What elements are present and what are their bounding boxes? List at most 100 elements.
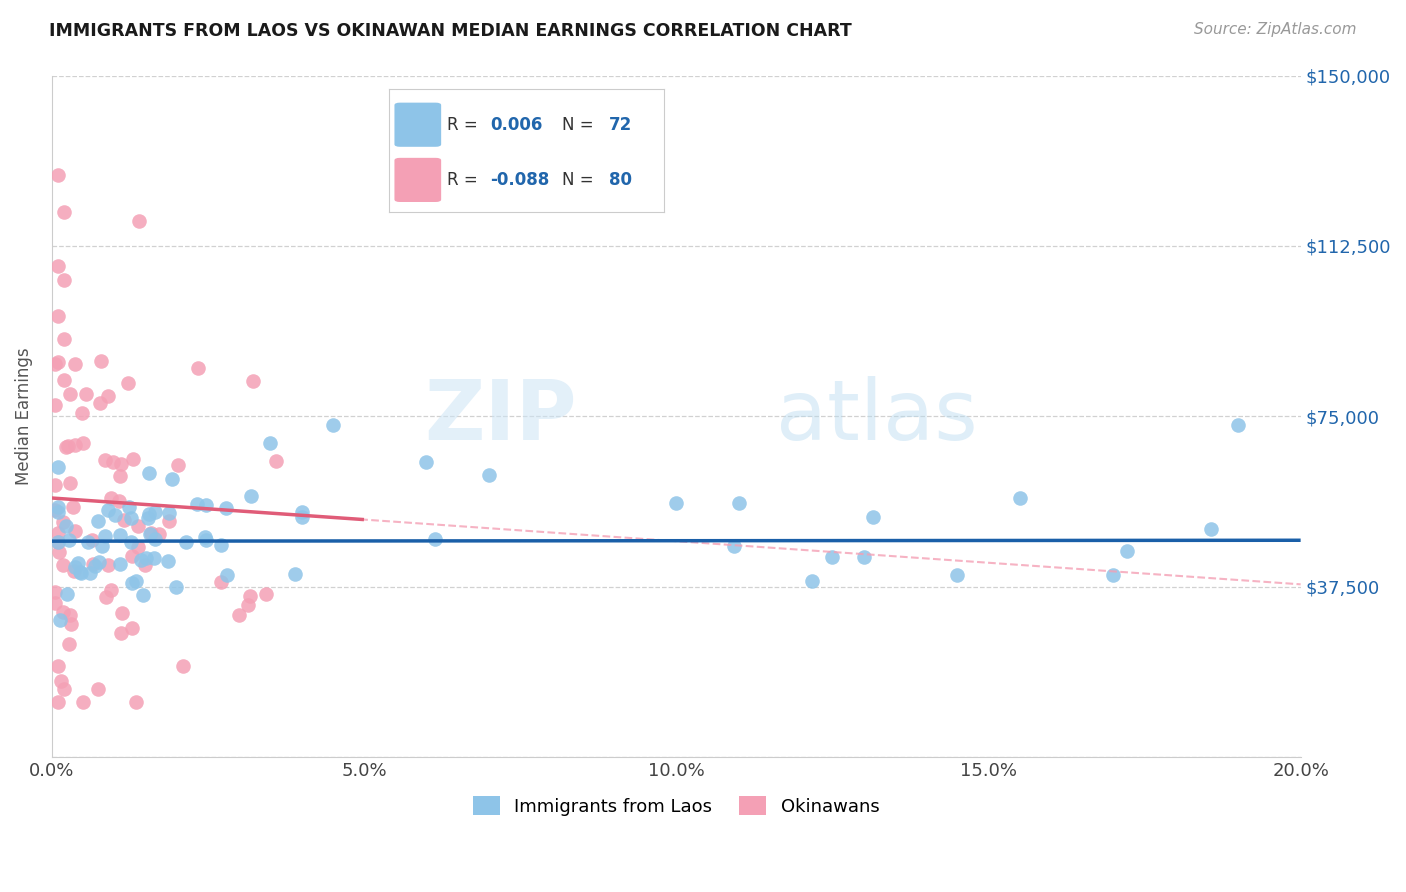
Point [186, 497, 208, 511]
Point [162, 472, 184, 486]
Point [143, 533, 166, 547]
Point [121, 575, 143, 590]
Text: IMMIGRANTS FROM LAOS VS OKINAWAN MEDIAN EARNINGS CORRELATION CHART: IMMIGRANTS FROM LAOS VS OKINAWAN MEDIAN … [49, 22, 852, 40]
Point [72, 695, 94, 709]
Point [120, 534, 142, 549]
Point [195, 533, 218, 548]
Point [79, 566, 101, 580]
Point [1227, 418, 1250, 433]
Point [72, 436, 94, 450]
Y-axis label: Median Earnings: Median Earnings [15, 347, 32, 485]
Point [135, 551, 157, 566]
Point [194, 530, 217, 544]
Point [58, 439, 80, 453]
Point [86, 682, 108, 697]
Point [46, 535, 69, 549]
Point [148, 526, 170, 541]
Point [53, 332, 76, 346]
Point [291, 509, 314, 524]
Point [128, 214, 150, 228]
Point [59, 616, 82, 631]
Point [94, 453, 117, 467]
Point [194, 498, 217, 512]
Point [1201, 522, 1223, 536]
Point [1115, 543, 1137, 558]
Point [46, 500, 69, 514]
Point [118, 500, 141, 514]
Point [44, 584, 66, 599]
Point [58, 533, 80, 548]
Point [110, 457, 132, 471]
Point [157, 506, 180, 520]
Point [46, 695, 69, 709]
Legend: Immigrants from Laos, Okinawans: Immigrants from Laos, Okinawans [465, 789, 887, 823]
Point [129, 553, 152, 567]
Point [107, 493, 129, 508]
Point [46, 535, 69, 549]
Point [322, 418, 344, 433]
Point [946, 568, 969, 582]
Point [108, 528, 131, 542]
Text: ZIP: ZIP [423, 376, 576, 457]
Point [46, 169, 69, 183]
Point [143, 505, 166, 519]
Point [46, 505, 69, 519]
Point [46, 310, 69, 324]
Point [100, 491, 122, 505]
Point [94, 590, 117, 604]
Point [90, 354, 112, 368]
Point [723, 539, 745, 553]
Point [157, 554, 180, 568]
Point [138, 466, 160, 480]
Point [82, 557, 104, 571]
Point [125, 574, 148, 588]
Point [70, 566, 93, 580]
Point [665, 495, 688, 509]
Point [127, 540, 149, 554]
Point [65, 437, 87, 451]
Point [139, 525, 162, 540]
Point [53, 204, 76, 219]
Point [100, 582, 122, 597]
Point [91, 539, 114, 553]
Point [259, 436, 281, 450]
Point [215, 500, 238, 515]
Point [58, 637, 80, 651]
Text: atlas: atlas [776, 376, 977, 457]
Point [46, 355, 69, 369]
Point [44, 357, 66, 371]
Point [65, 559, 87, 574]
Point [425, 533, 447, 547]
Point [284, 566, 307, 581]
Point [63, 564, 86, 578]
Point [139, 526, 162, 541]
Point [84, 558, 107, 573]
Point [136, 510, 159, 524]
Point [53, 373, 76, 387]
Point [727, 495, 749, 509]
Point [44, 398, 66, 412]
Point [52, 516, 75, 530]
Point [801, 574, 824, 588]
Point [157, 514, 180, 528]
Point [478, 468, 501, 483]
Point [127, 519, 149, 533]
Point [44, 596, 66, 610]
Point [120, 511, 142, 525]
Point [228, 607, 250, 622]
Point [58, 608, 80, 623]
Point [117, 376, 139, 391]
Point [209, 575, 232, 590]
Point [51, 558, 73, 572]
Point [112, 513, 135, 527]
Point [239, 589, 262, 603]
Point [236, 598, 259, 612]
Point [122, 451, 145, 466]
Point [53, 681, 76, 696]
Point [46, 659, 69, 673]
Point [70, 406, 93, 420]
Point [104, 508, 127, 523]
Point [97, 558, 120, 572]
Point [97, 503, 120, 517]
Point [176, 535, 198, 549]
